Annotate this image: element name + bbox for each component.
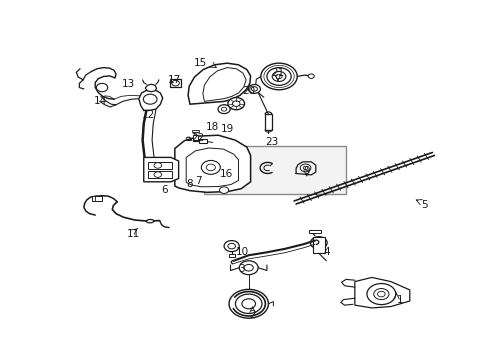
Polygon shape — [143, 157, 178, 182]
Circle shape — [366, 284, 395, 305]
Polygon shape — [203, 68, 245, 102]
Text: 7: 7 — [195, 176, 201, 186]
Text: 18: 18 — [205, 122, 218, 132]
Polygon shape — [139, 90, 163, 110]
Circle shape — [96, 84, 107, 92]
Text: 12: 12 — [142, 110, 155, 120]
Polygon shape — [175, 135, 250, 192]
Text: 22: 22 — [191, 133, 204, 143]
Text: 23: 23 — [264, 138, 278, 148]
Circle shape — [239, 261, 258, 275]
Circle shape — [221, 107, 226, 111]
Bar — [92, 197, 102, 201]
Circle shape — [275, 74, 282, 79]
Circle shape — [219, 187, 228, 193]
Circle shape — [260, 63, 297, 90]
Text: 19: 19 — [221, 123, 234, 134]
Circle shape — [224, 240, 239, 252]
Circle shape — [307, 74, 314, 78]
Text: 17: 17 — [167, 75, 180, 85]
Bar — [170, 79, 181, 87]
Circle shape — [201, 161, 220, 174]
Bar — [193, 135, 197, 140]
Bar — [191, 130, 198, 132]
Text: 9: 9 — [303, 166, 309, 176]
Polygon shape — [145, 84, 156, 92]
Bar — [186, 139, 190, 140]
Text: 1: 1 — [396, 294, 403, 305]
Bar — [147, 171, 172, 179]
Circle shape — [228, 289, 268, 318]
Bar — [204, 146, 346, 194]
Circle shape — [300, 164, 310, 172]
Circle shape — [154, 163, 161, 168]
Text: 13: 13 — [122, 79, 135, 89]
Circle shape — [227, 98, 244, 110]
Circle shape — [373, 288, 388, 300]
Text: 2: 2 — [249, 310, 255, 320]
Polygon shape — [312, 237, 324, 253]
Circle shape — [314, 240, 322, 246]
Text: 16: 16 — [219, 169, 232, 179]
Polygon shape — [354, 278, 409, 308]
Text: 21: 21 — [271, 68, 284, 78]
Text: 4: 4 — [323, 247, 329, 257]
Text: 5: 5 — [421, 201, 427, 210]
Circle shape — [206, 164, 215, 171]
Circle shape — [377, 291, 385, 297]
Circle shape — [303, 166, 307, 170]
Circle shape — [244, 264, 253, 271]
Circle shape — [248, 85, 260, 93]
Polygon shape — [186, 148, 238, 187]
Text: 20: 20 — [242, 86, 255, 96]
Bar — [199, 139, 206, 143]
Bar — [309, 230, 320, 233]
Text: 3: 3 — [237, 264, 244, 274]
Bar — [228, 255, 234, 257]
Circle shape — [232, 101, 240, 107]
Polygon shape — [188, 63, 250, 104]
Circle shape — [235, 294, 262, 314]
Circle shape — [266, 68, 290, 85]
Circle shape — [171, 80, 179, 86]
Circle shape — [242, 299, 255, 309]
Circle shape — [310, 237, 326, 249]
Text: 15: 15 — [194, 58, 207, 68]
Text: 6: 6 — [161, 185, 167, 195]
Circle shape — [227, 243, 235, 249]
Circle shape — [272, 72, 285, 81]
Circle shape — [251, 87, 257, 91]
Circle shape — [143, 94, 157, 104]
Text: 10: 10 — [235, 247, 248, 257]
Bar — [147, 162, 172, 169]
Ellipse shape — [146, 220, 154, 223]
Bar — [264, 114, 271, 130]
Text: 8: 8 — [186, 179, 193, 189]
Text: 14: 14 — [94, 96, 107, 107]
Circle shape — [154, 172, 161, 177]
Text: 11: 11 — [126, 229, 140, 239]
Circle shape — [218, 105, 230, 114]
